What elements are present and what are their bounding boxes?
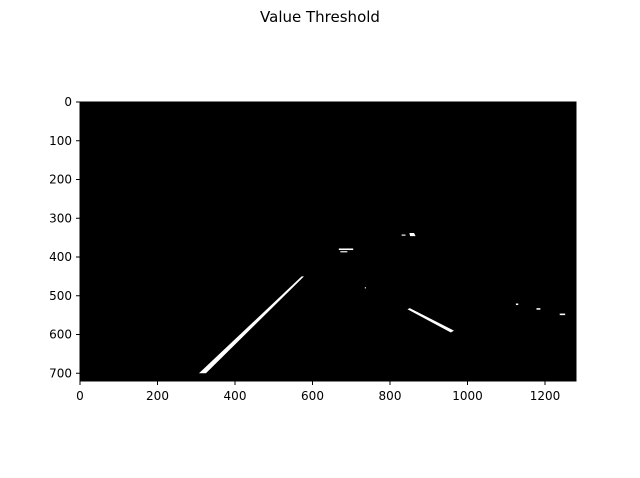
y-tick-label: 100 (49, 134, 72, 148)
mask-left-lane-line (198, 276, 304, 374)
x-tick-label: 400 (224, 389, 247, 403)
chart-title: Value Threshold (260, 8, 380, 26)
y-tick-label: 300 (49, 211, 72, 225)
y-tick-label: 400 (49, 250, 72, 264)
x-tick-label: 200 (146, 389, 169, 403)
image-background (80, 102, 576, 381)
y-tick-label: 500 (49, 289, 72, 303)
y-tick-label: 700 (49, 366, 72, 380)
y-tick-label: 0 (64, 95, 72, 109)
mask-blob-upper-1 (401, 234, 406, 236)
x-tick-label: 0 (76, 389, 84, 403)
x-tick-label: 1200 (530, 389, 561, 403)
mask-blob-upper-2 (409, 232, 416, 237)
threshold-image (80, 102, 576, 381)
mask-blob-far-right-1 (515, 303, 519, 306)
mask-blob-far-right-2 (536, 308, 541, 310)
mask-blob-mid-2 (340, 251, 348, 253)
y-tick-label: 600 (49, 328, 72, 342)
mask-blob-mid-1 (338, 248, 354, 251)
axes-frame (79, 101, 577, 382)
mask-speck (364, 287, 366, 289)
x-tick-label: 1000 (452, 389, 483, 403)
y-axis: 0 100 200 300 400 500 600 700 (49, 95, 80, 380)
mask-right-lane-dash (407, 308, 454, 333)
x-axis: 0 200 400 600 800 1000 1200 (76, 381, 560, 403)
x-tick-label: 600 (301, 389, 324, 403)
y-tick-label: 200 (49, 173, 72, 187)
x-tick-label: 800 (379, 389, 402, 403)
mask-blob-far-right-3 (559, 313, 566, 316)
